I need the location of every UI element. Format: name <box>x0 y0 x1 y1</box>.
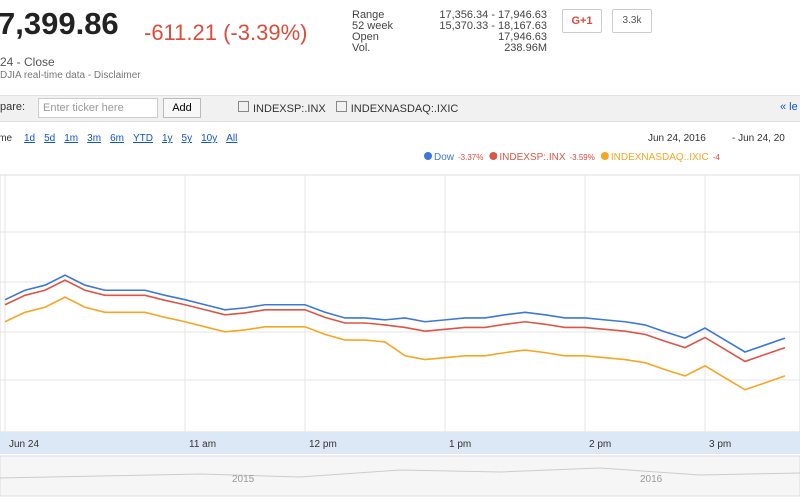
ticker-input[interactable]: Enter ticker here <box>38 98 158 118</box>
zoom-link[interactable]: 1d <box>24 133 36 144</box>
price: 7,399.86 <box>0 6 119 41</box>
x-axis-band <box>0 432 800 454</box>
stat-row: Range 17,356.34 - 17,946.63 <box>352 10 547 21</box>
checkbox[interactable] <box>335 101 347 112</box>
zoom-link[interactable]: 5y <box>181 133 193 144</box>
stat-label: 52 week <box>352 20 393 32</box>
add-button[interactable]: Add <box>163 98 201 118</box>
plot-area <box>0 174 800 433</box>
stat-row: Open 17,946.63 <box>352 32 547 43</box>
date-from: Jun 24, 2016 <box>648 133 706 144</box>
legend-change: -3.59% <box>570 153 595 162</box>
stat-value: 238.96M <box>504 42 547 54</box>
legend-dot <box>489 152 498 160</box>
status: 24 - Close <box>0 55 55 69</box>
compare-label: pare: <box>0 101 26 113</box>
legend-name: Dow <box>434 152 455 163</box>
zoom-link[interactable]: YTD <box>132 133 153 144</box>
x-tick-label: 3 pm <box>709 439 731 450</box>
stat-label: Open <box>352 31 379 43</box>
legend-change: -3.37% <box>458 153 483 162</box>
legend-dot <box>424 152 432 160</box>
stat-value: 17,946.63 <box>498 31 547 43</box>
x-tick-label: 1 pm <box>449 439 471 450</box>
zoom-link[interactable]: 1y <box>161 133 173 144</box>
series-line <box>4 279 786 363</box>
series-line <box>4 274 786 353</box>
stat-label: Vol. <box>352 42 371 54</box>
zoom-link[interactable]: All <box>226 133 238 144</box>
stat-label: Range <box>352 9 385 21</box>
zoom-label: ime <box>0 133 13 144</box>
zoom-link[interactable]: 6m <box>110 133 124 144</box>
stat-row: Vol. 238.96M <box>352 43 547 54</box>
change: -611.21 (-3.39%) <box>144 20 308 45</box>
zoom-link[interactable]: 5d <box>44 133 56 144</box>
check-label: INDEXSP:.INX <box>253 103 326 115</box>
zoom-link[interactable]: 10y <box>201 133 218 144</box>
date-to: - Jun 24, 20 <box>732 133 785 144</box>
x-tick-label: 11 am <box>189 439 216 450</box>
navigator[interactable] <box>0 455 800 497</box>
zoom-links: 1d 5d 1m 3m 6m YTD 1y 5y 10y All <box>24 133 246 144</box>
stat-value: 15,370.33 - 18,167.63 <box>439 20 547 32</box>
x-tick-label: Jun 24 <box>9 439 39 450</box>
stats: Range 17,356.34 - 17,946.63 52 week 15,370.… <box>352 10 547 54</box>
checks: INDEXSP:.INX INDEXNASDAQ:.IXIC <box>238 101 458 115</box>
more-link[interactable]: « le <box>780 101 798 113</box>
stat-value: 17,356.34 - 17,946.63 <box>439 9 547 21</box>
navigator-label: 2016 <box>640 474 663 485</box>
stat-row: 52 week 15,370.33 - 18,167.63 <box>352 21 547 32</box>
share-count: 3.3k <box>612 9 652 33</box>
x-tick-label: 12 pm <box>309 439 337 450</box>
legend-name: INDEXSP:.INX <box>499 152 565 163</box>
x-tick-label: 2 pm <box>589 439 611 450</box>
navigator-label: 2015 <box>232 474 255 485</box>
legend-name: INDEXNASDAQ:.IXIC <box>611 152 709 163</box>
navigator-line <box>0 467 800 479</box>
series-line <box>4 296 786 391</box>
legend-dot <box>600 152 609 160</box>
legend-change: -4 <box>713 153 721 162</box>
source[interactable]: DJIA real-time data - Disclaimer <box>0 70 141 81</box>
zoom-link[interactable]: 1m <box>64 133 79 144</box>
checkbox[interactable] <box>238 101 249 112</box>
legend: Dow -3.37% INDEXSP:.INX -3.59% INDEXNASDAQ:.… <box>424 152 720 163</box>
plus-button[interactable]: G+1 <box>562 9 602 33</box>
zoom-link[interactable]: 3m <box>87 133 102 144</box>
check-label: INDEXNASDAQ:.IXIC <box>350 103 459 115</box>
